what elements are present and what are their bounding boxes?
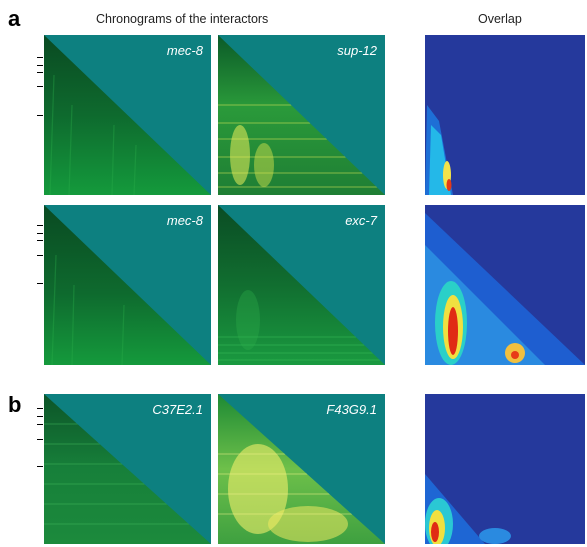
header-chronograms: Chronograms of the interactors <box>96 12 269 26</box>
header-overlap: Overlap <box>478 12 522 26</box>
gene-label-mec-8-row2: mec-8 <box>166 213 203 228</box>
gene-label-sup-12: sup-12 <box>337 43 377 58</box>
overlap-row1 <box>425 35 585 195</box>
row1-ticks <box>37 35 45 195</box>
row2-ticks <box>37 205 45 365</box>
overlap-row2 <box>425 205 585 365</box>
chronogram-row2-right: exc-7 <box>218 205 385 365</box>
chronogram-row2-left: mec-8 <box>44 205 211 365</box>
chronogram-row3-right: F43G9.1 <box>218 394 385 544</box>
panel-letter-a: a <box>8 6 21 31</box>
gene-label-F43G9.1: F43G9.1 <box>326 402 377 417</box>
gene-label-C37E2.1: C37E2.1 <box>152 402 203 417</box>
row3-ticks <box>37 394 45 544</box>
overlap-row3 <box>425 394 585 544</box>
panel-letter-b: b <box>8 392 22 417</box>
chronogram-row1-left: mec-8 <box>44 35 211 195</box>
chronogram-row1-right: sup-12 <box>218 35 385 195</box>
gene-label-exc-7: exc-7 <box>345 213 377 228</box>
gene-label-mec-8-row1: mec-8 <box>166 43 203 58</box>
chronogram-row3-left: C37E2.1 <box>44 394 211 544</box>
